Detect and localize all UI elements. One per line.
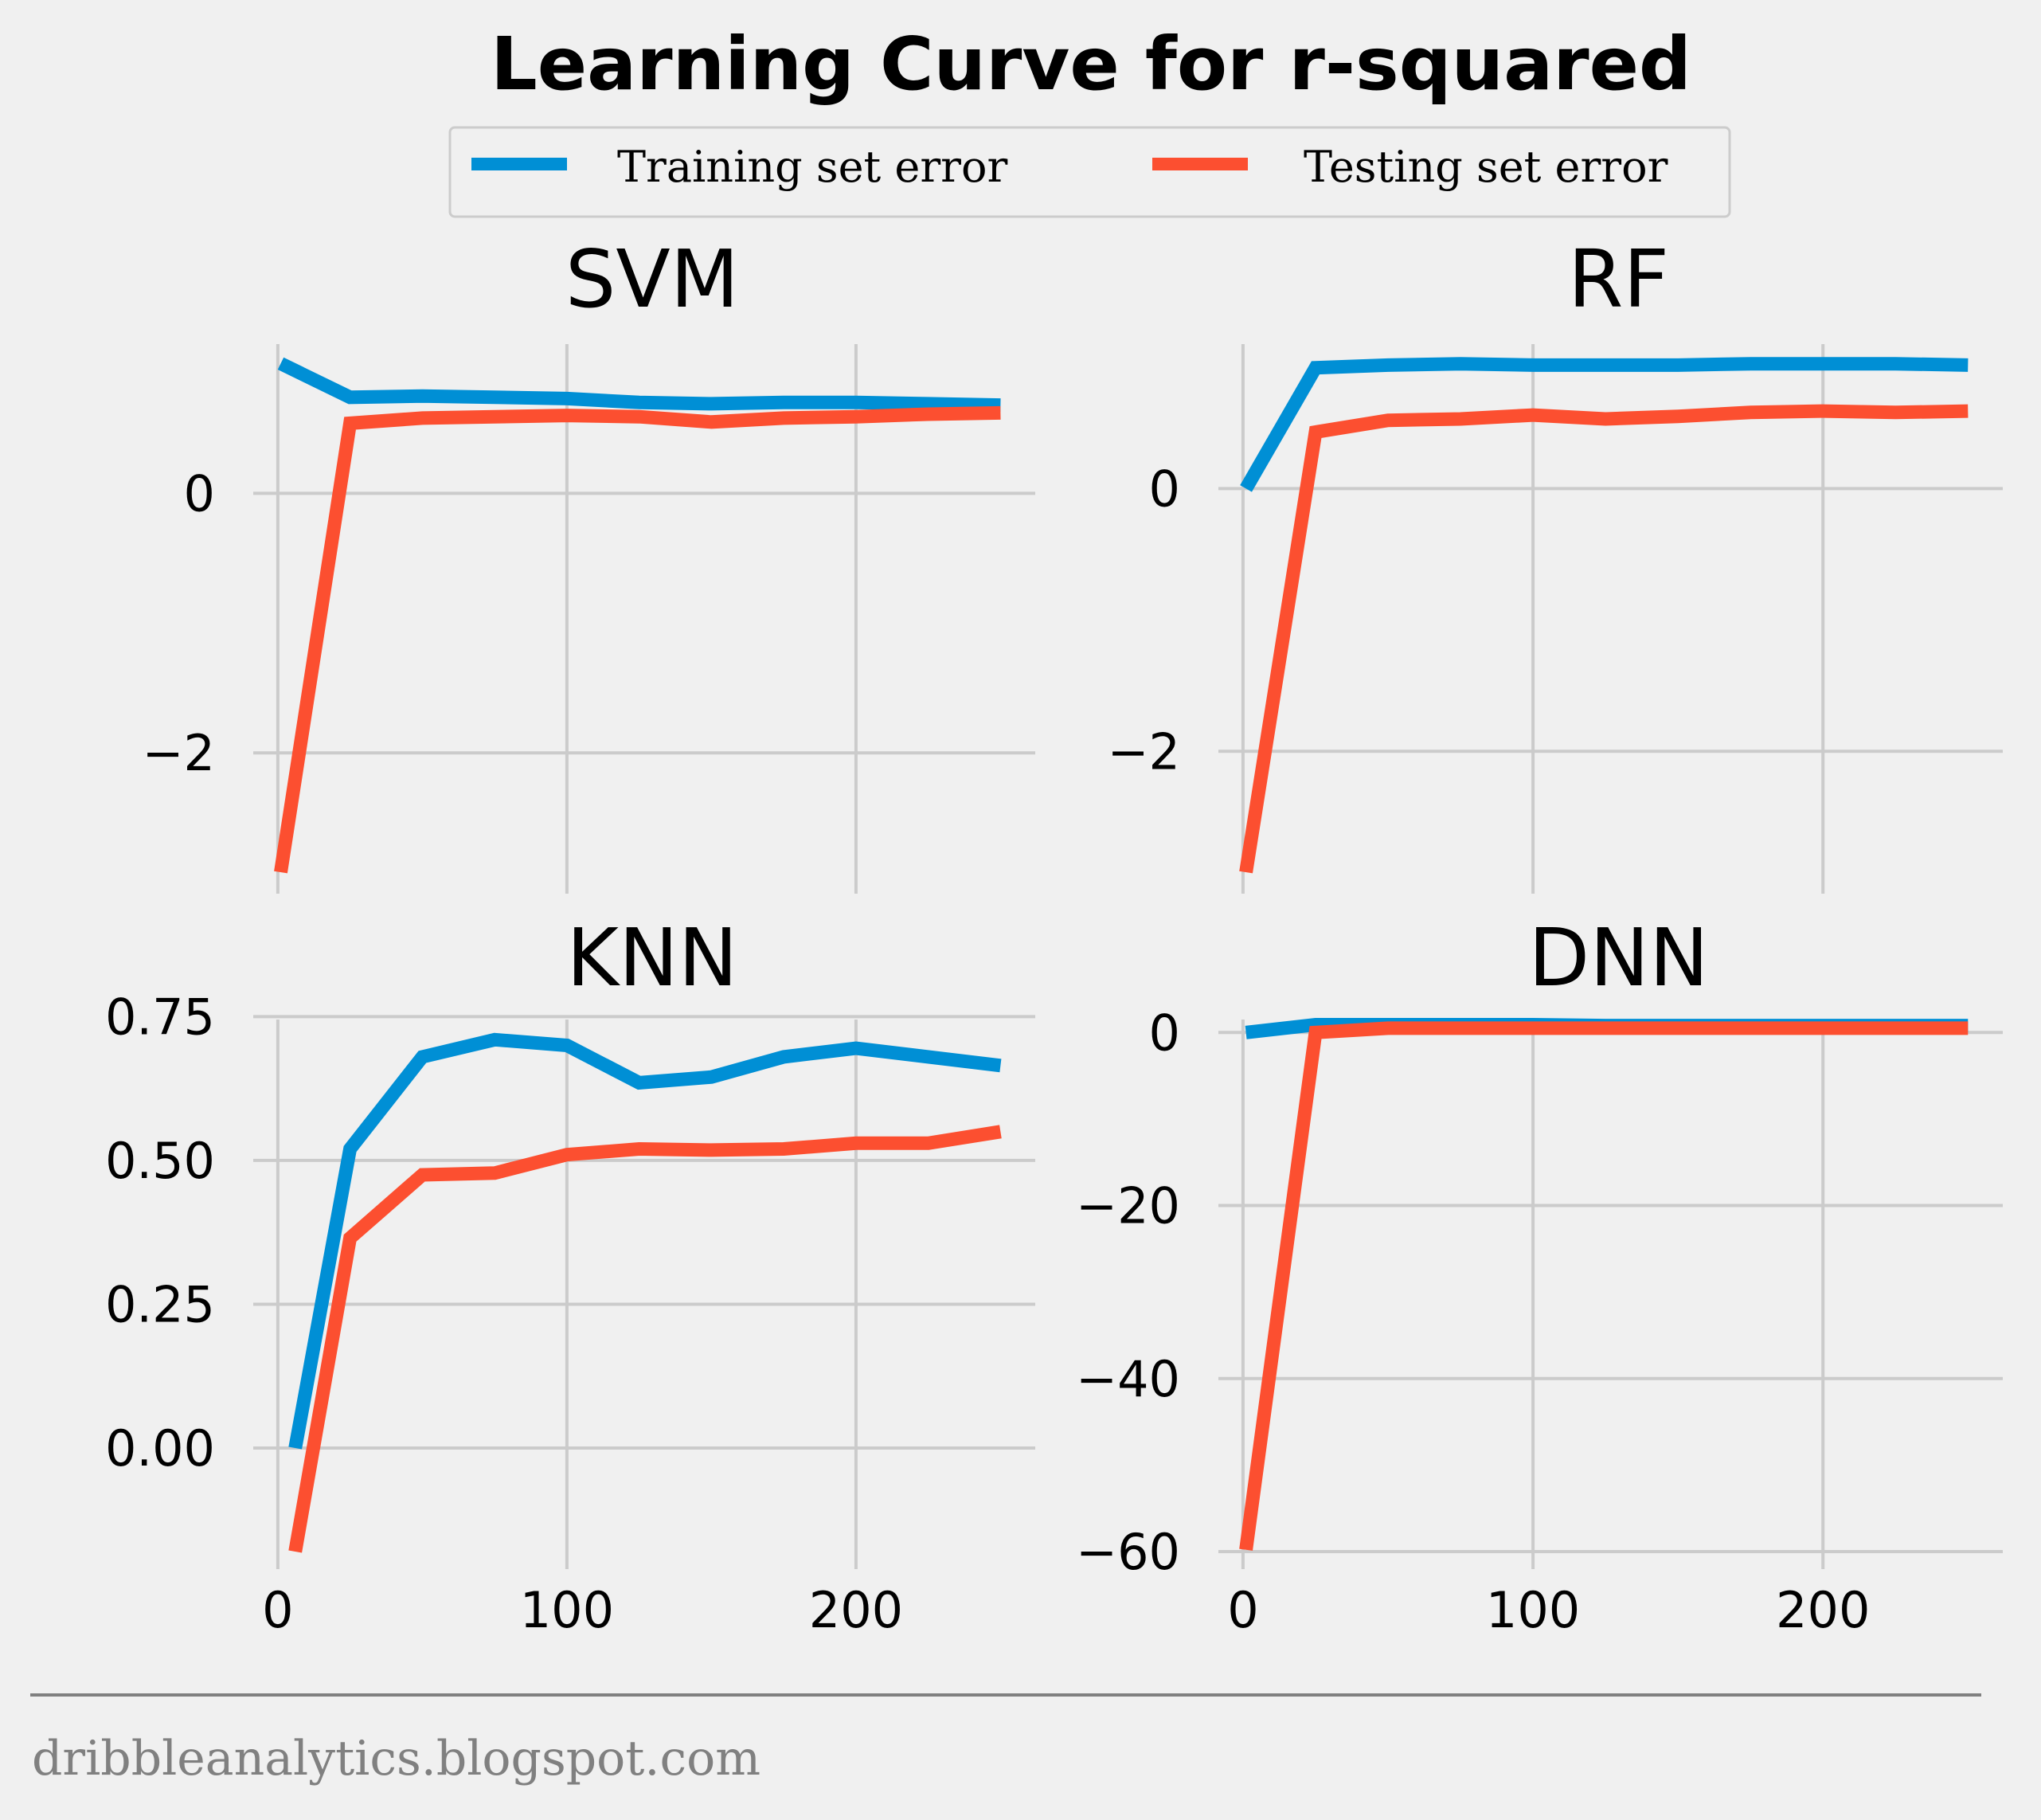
y-tick-label-rf--2: −2 [1108,722,1180,781]
y-tick-label-dnn--40: −40 [1076,1350,1180,1408]
subplot-title-svm: SVM [565,233,739,326]
series-line-dnn-testing [1239,1021,1969,1551]
footer-source: dribbleanalytics.blogspot.com [32,1731,760,1787]
y-tick-label-knn-0: 0.00 [105,1419,215,1478]
series-line-knn-training [288,1032,1002,1450]
legend: Training set error Testing set error [448,126,1731,218]
y-tick-label-knn-0.25: 0.25 [105,1275,215,1333]
subplot-title-rf: RF [1568,233,1669,326]
subplot-title-knn: KNN [566,911,737,1004]
series-line-rf-training [1240,357,1969,492]
y-tick-label-dnn--60: −60 [1076,1523,1180,1581]
chart-title: Learning Curve for r-squared [491,22,1691,107]
x-tick-label-dnn-0: 0 [1227,1581,1258,1639]
x-tick-label-knn-0: 0 [262,1581,293,1639]
series-line-knn-testing [288,1125,1002,1553]
y-tick-label-rf-0: 0 [1149,460,1180,518]
x-tick-label-knn-200: 200 [809,1581,903,1639]
legend-box [448,126,1731,218]
subplot-title-dnn: DNN [1528,911,1709,1004]
x-tick-label-dnn-200: 200 [1776,1581,1870,1639]
series-line-svm-training [277,357,1001,413]
y-tick-label-knn-0.5: 0.50 [105,1132,215,1190]
panel-rf: RF −2 0 [1108,233,2003,894]
series-line-rf-testing [1239,404,1969,874]
x-tick-label-dnn-100: 100 [1486,1581,1580,1639]
panel-svm: SVM −2 0 [143,233,1035,894]
y-tick-label-svm-0: 0 [184,464,215,523]
series-line-svm-testing [274,405,1001,874]
panel-dnn: DNN 0 100 200 −60 −40 −20 0 [1076,911,2003,1639]
y-tick-label-svm--2: −2 [143,724,215,782]
legend-label-training: Training set error [617,142,1007,192]
y-tick-label-dnn-0: 0 [1149,1004,1180,1062]
x-tick-label-knn-100: 100 [520,1581,614,1639]
panel-knn: KNN 0 100 200 0.00 0.25 0.50 0.75 [105,911,1035,1639]
legend-label-testing: Testing set error [1304,142,1668,192]
y-tick-label-dnn--20: −20 [1076,1177,1180,1235]
y-tick-label-knn-0.75: 0.75 [105,988,215,1046]
